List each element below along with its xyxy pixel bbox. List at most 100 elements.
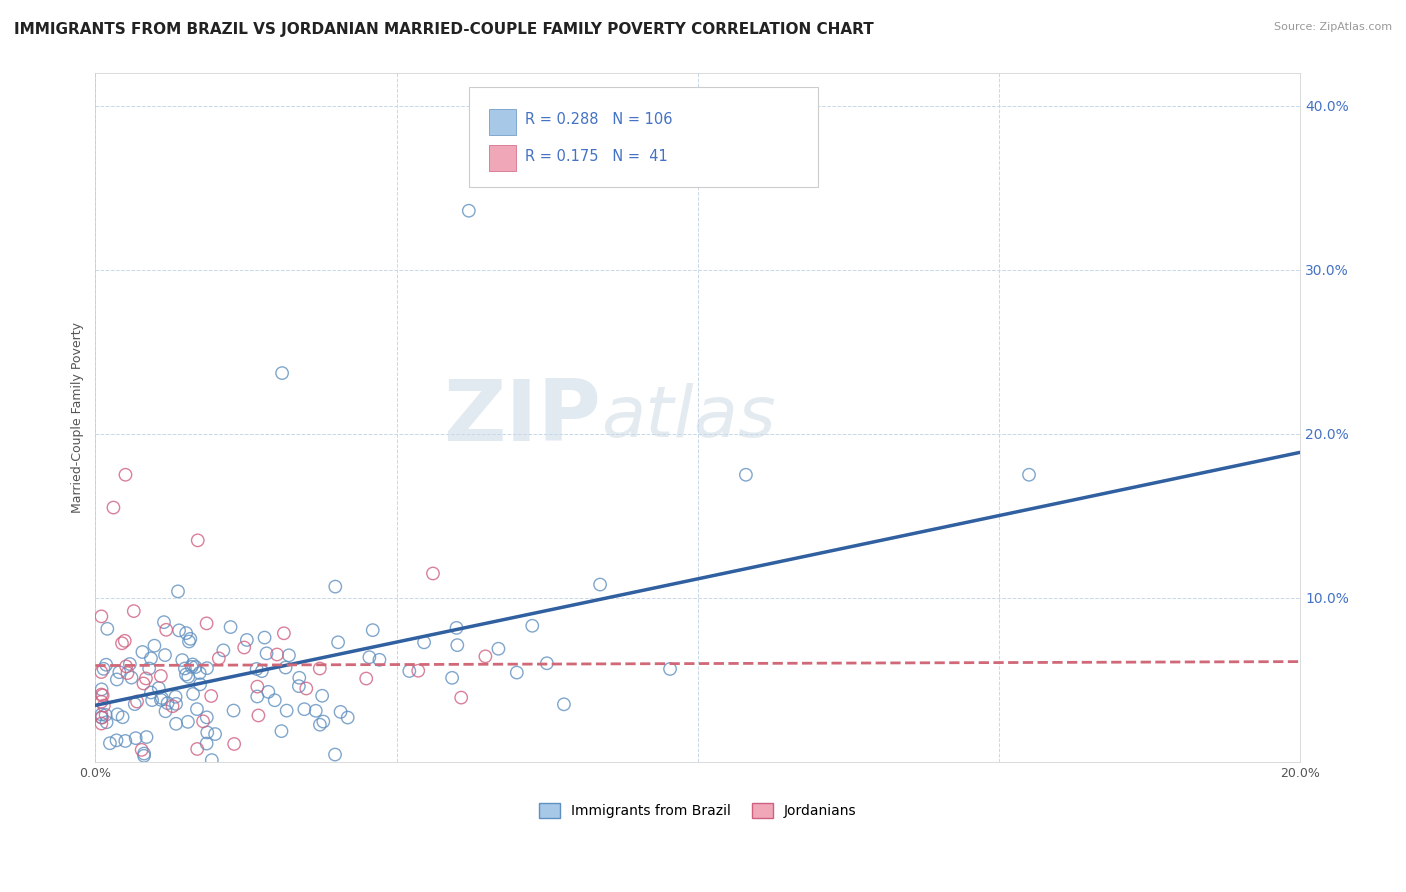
- Point: [222, 704, 245, 718]
- Point: [153, 615, 176, 629]
- Point: [180, 660, 202, 674]
- Point: [188, 677, 211, 691]
- Point: [139, 651, 162, 665]
- Point: [121, 671, 143, 685]
- Point: [323, 747, 346, 762]
- Point: [312, 714, 335, 729]
- Point: [132, 676, 155, 690]
- Point: [181, 657, 204, 672]
- Point: [187, 533, 209, 548]
- Point: [90, 710, 112, 724]
- Point: [474, 649, 496, 664]
- Point: [589, 577, 612, 591]
- Point: [90, 707, 112, 722]
- Point: [111, 636, 134, 650]
- Point: [93, 698, 115, 713]
- Point: [361, 623, 384, 637]
- Point: [153, 648, 176, 662]
- Point: [174, 626, 197, 640]
- Point: [422, 566, 444, 581]
- Text: R = 0.288   N = 106: R = 0.288 N = 106: [526, 112, 673, 128]
- Point: [305, 704, 328, 718]
- Point: [253, 631, 276, 645]
- Text: Source: ZipAtlas.com: Source: ZipAtlas.com: [1274, 22, 1392, 32]
- Point: [177, 634, 200, 648]
- FancyBboxPatch shape: [468, 87, 818, 186]
- Point: [263, 693, 285, 707]
- Point: [90, 710, 112, 724]
- Point: [219, 620, 242, 634]
- Point: [266, 648, 288, 662]
- Point: [186, 702, 208, 716]
- Point: [90, 695, 112, 709]
- Point: [288, 671, 311, 685]
- Point: [413, 635, 436, 649]
- Text: R = 0.175   N =  41: R = 0.175 N = 41: [526, 149, 668, 164]
- Point: [93, 662, 115, 676]
- Point: [270, 724, 292, 739]
- Point: [174, 667, 197, 681]
- Point: [323, 580, 346, 594]
- Point: [212, 643, 235, 657]
- Point: [735, 467, 758, 482]
- Point: [553, 698, 575, 712]
- Point: [200, 689, 222, 703]
- Point: [167, 624, 190, 638]
- Point: [94, 707, 117, 722]
- Point: [111, 710, 134, 724]
- Point: [246, 662, 269, 676]
- Bar: [489, 109, 516, 135]
- Point: [184, 660, 207, 674]
- Point: [143, 639, 166, 653]
- Point: [165, 716, 187, 731]
- Point: [118, 657, 141, 671]
- Point: [368, 653, 391, 667]
- Point: [90, 665, 112, 679]
- Point: [457, 203, 479, 218]
- Point: [177, 714, 200, 729]
- Point: [114, 734, 136, 748]
- Point: [311, 689, 333, 703]
- Point: [165, 690, 187, 704]
- Point: [148, 681, 170, 695]
- Point: [204, 727, 226, 741]
- Point: [114, 633, 136, 648]
- Point: [359, 650, 381, 665]
- Point: [274, 660, 297, 674]
- Text: atlas: atlas: [602, 383, 776, 452]
- Point: [155, 623, 177, 637]
- Point: [105, 733, 128, 747]
- Point: [162, 699, 184, 714]
- Point: [165, 697, 187, 711]
- Point: [191, 714, 214, 729]
- Point: [329, 705, 352, 719]
- Point: [186, 742, 208, 756]
- Text: ZIP: ZIP: [443, 376, 602, 458]
- Point: [172, 653, 194, 667]
- Point: [132, 748, 155, 763]
- Point: [256, 646, 278, 660]
- Point: [135, 730, 157, 744]
- Point: [406, 664, 429, 678]
- Point: [309, 717, 332, 731]
- Point: [195, 710, 218, 724]
- Point: [177, 670, 200, 684]
- Point: [149, 693, 172, 707]
- Point: [398, 664, 420, 678]
- Point: [257, 685, 280, 699]
- Point: [659, 662, 682, 676]
- Point: [288, 679, 311, 693]
- Point: [224, 737, 246, 751]
- Point: [114, 467, 136, 482]
- Point: [98, 736, 121, 750]
- Point: [446, 621, 468, 635]
- Point: [108, 665, 131, 680]
- Point: [236, 632, 259, 647]
- Point: [246, 690, 269, 704]
- Point: [131, 743, 153, 757]
- Point: [90, 688, 112, 702]
- Point: [90, 716, 112, 731]
- Point: [167, 584, 190, 599]
- Point: [277, 648, 299, 663]
- Point: [195, 737, 218, 751]
